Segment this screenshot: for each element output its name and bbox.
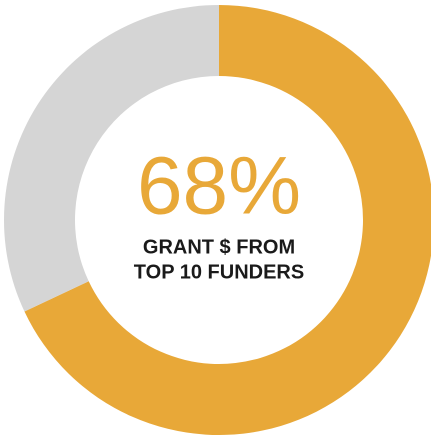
center-label: GRANT $ FROM [143, 236, 295, 258]
donut-segment [24, 5, 431, 435]
donut-segment [4, 5, 219, 312]
center-label: TOP 10 FUNDERS [134, 261, 304, 283]
center-value-label: 68% [137, 141, 301, 232]
